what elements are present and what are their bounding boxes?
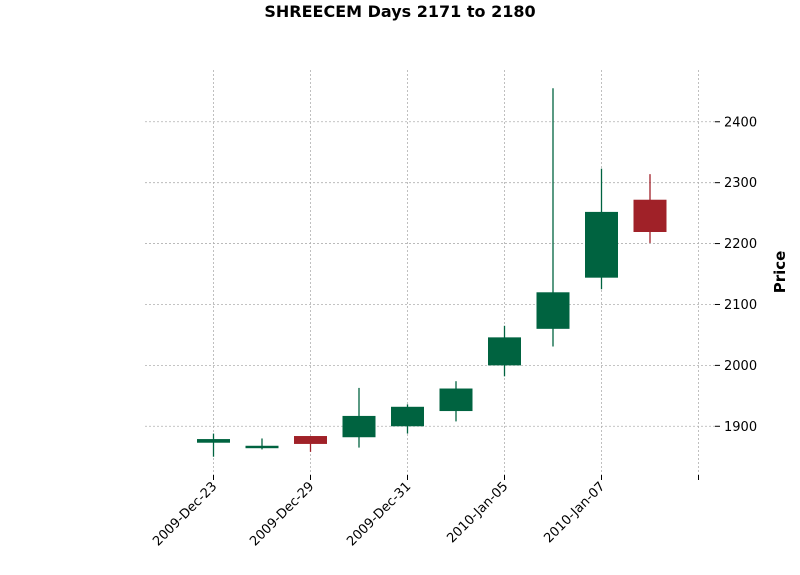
candle-up bbox=[197, 433, 230, 457]
y-axis-label: Price bbox=[771, 251, 789, 294]
y-tick-label: 2200 bbox=[724, 237, 757, 252]
x-tick-label: 2009-Dec-23 bbox=[150, 479, 220, 549]
candle-body bbox=[585, 211, 618, 278]
y-tick-label: 2000 bbox=[724, 359, 757, 374]
candle-up bbox=[585, 168, 618, 290]
candle-body bbox=[342, 415, 376, 438]
candle-body bbox=[294, 436, 327, 444]
y-axis: 1900 2000 2100 2200 2300 2400 bbox=[715, 115, 757, 435]
candle-up bbox=[342, 387, 376, 448]
candle-up bbox=[245, 438, 279, 450]
candle-down bbox=[633, 174, 667, 243]
candle-up bbox=[536, 88, 570, 347]
candle-body bbox=[536, 292, 570, 329]
grid bbox=[145, 70, 715, 475]
x-tick-label: 2009-Dec-29 bbox=[247, 479, 317, 549]
y-tick-label: 2400 bbox=[724, 115, 757, 130]
candle-up bbox=[488, 325, 521, 377]
candle-up bbox=[439, 381, 473, 422]
y-tick-label: 2100 bbox=[724, 298, 757, 313]
candles bbox=[197, 88, 667, 457]
candle-body bbox=[197, 439, 230, 443]
candle-body bbox=[439, 388, 473, 412]
x-tick-label: 2010-Jan-05 bbox=[444, 479, 511, 546]
y-tick-label: 1900 bbox=[724, 420, 757, 435]
y-tick-label: 2300 bbox=[724, 176, 757, 191]
x-tick-label: 2009-Dec-31 bbox=[344, 479, 414, 549]
candle-body bbox=[488, 337, 521, 366]
candle-body bbox=[245, 445, 279, 449]
x-tick-label: 2010-Jan-07 bbox=[541, 479, 608, 546]
candle-down bbox=[294, 436, 327, 452]
chart-title: SHREECEM Days 2171 to 2180 bbox=[264, 2, 535, 21]
candle-body bbox=[633, 199, 667, 232]
x-axis: 2009-Dec-23 2009-Dec-29 2009-Dec-31 2010-Ja… bbox=[150, 475, 699, 549]
candle-body bbox=[391, 406, 424, 427]
candle-up bbox=[391, 404, 424, 434]
